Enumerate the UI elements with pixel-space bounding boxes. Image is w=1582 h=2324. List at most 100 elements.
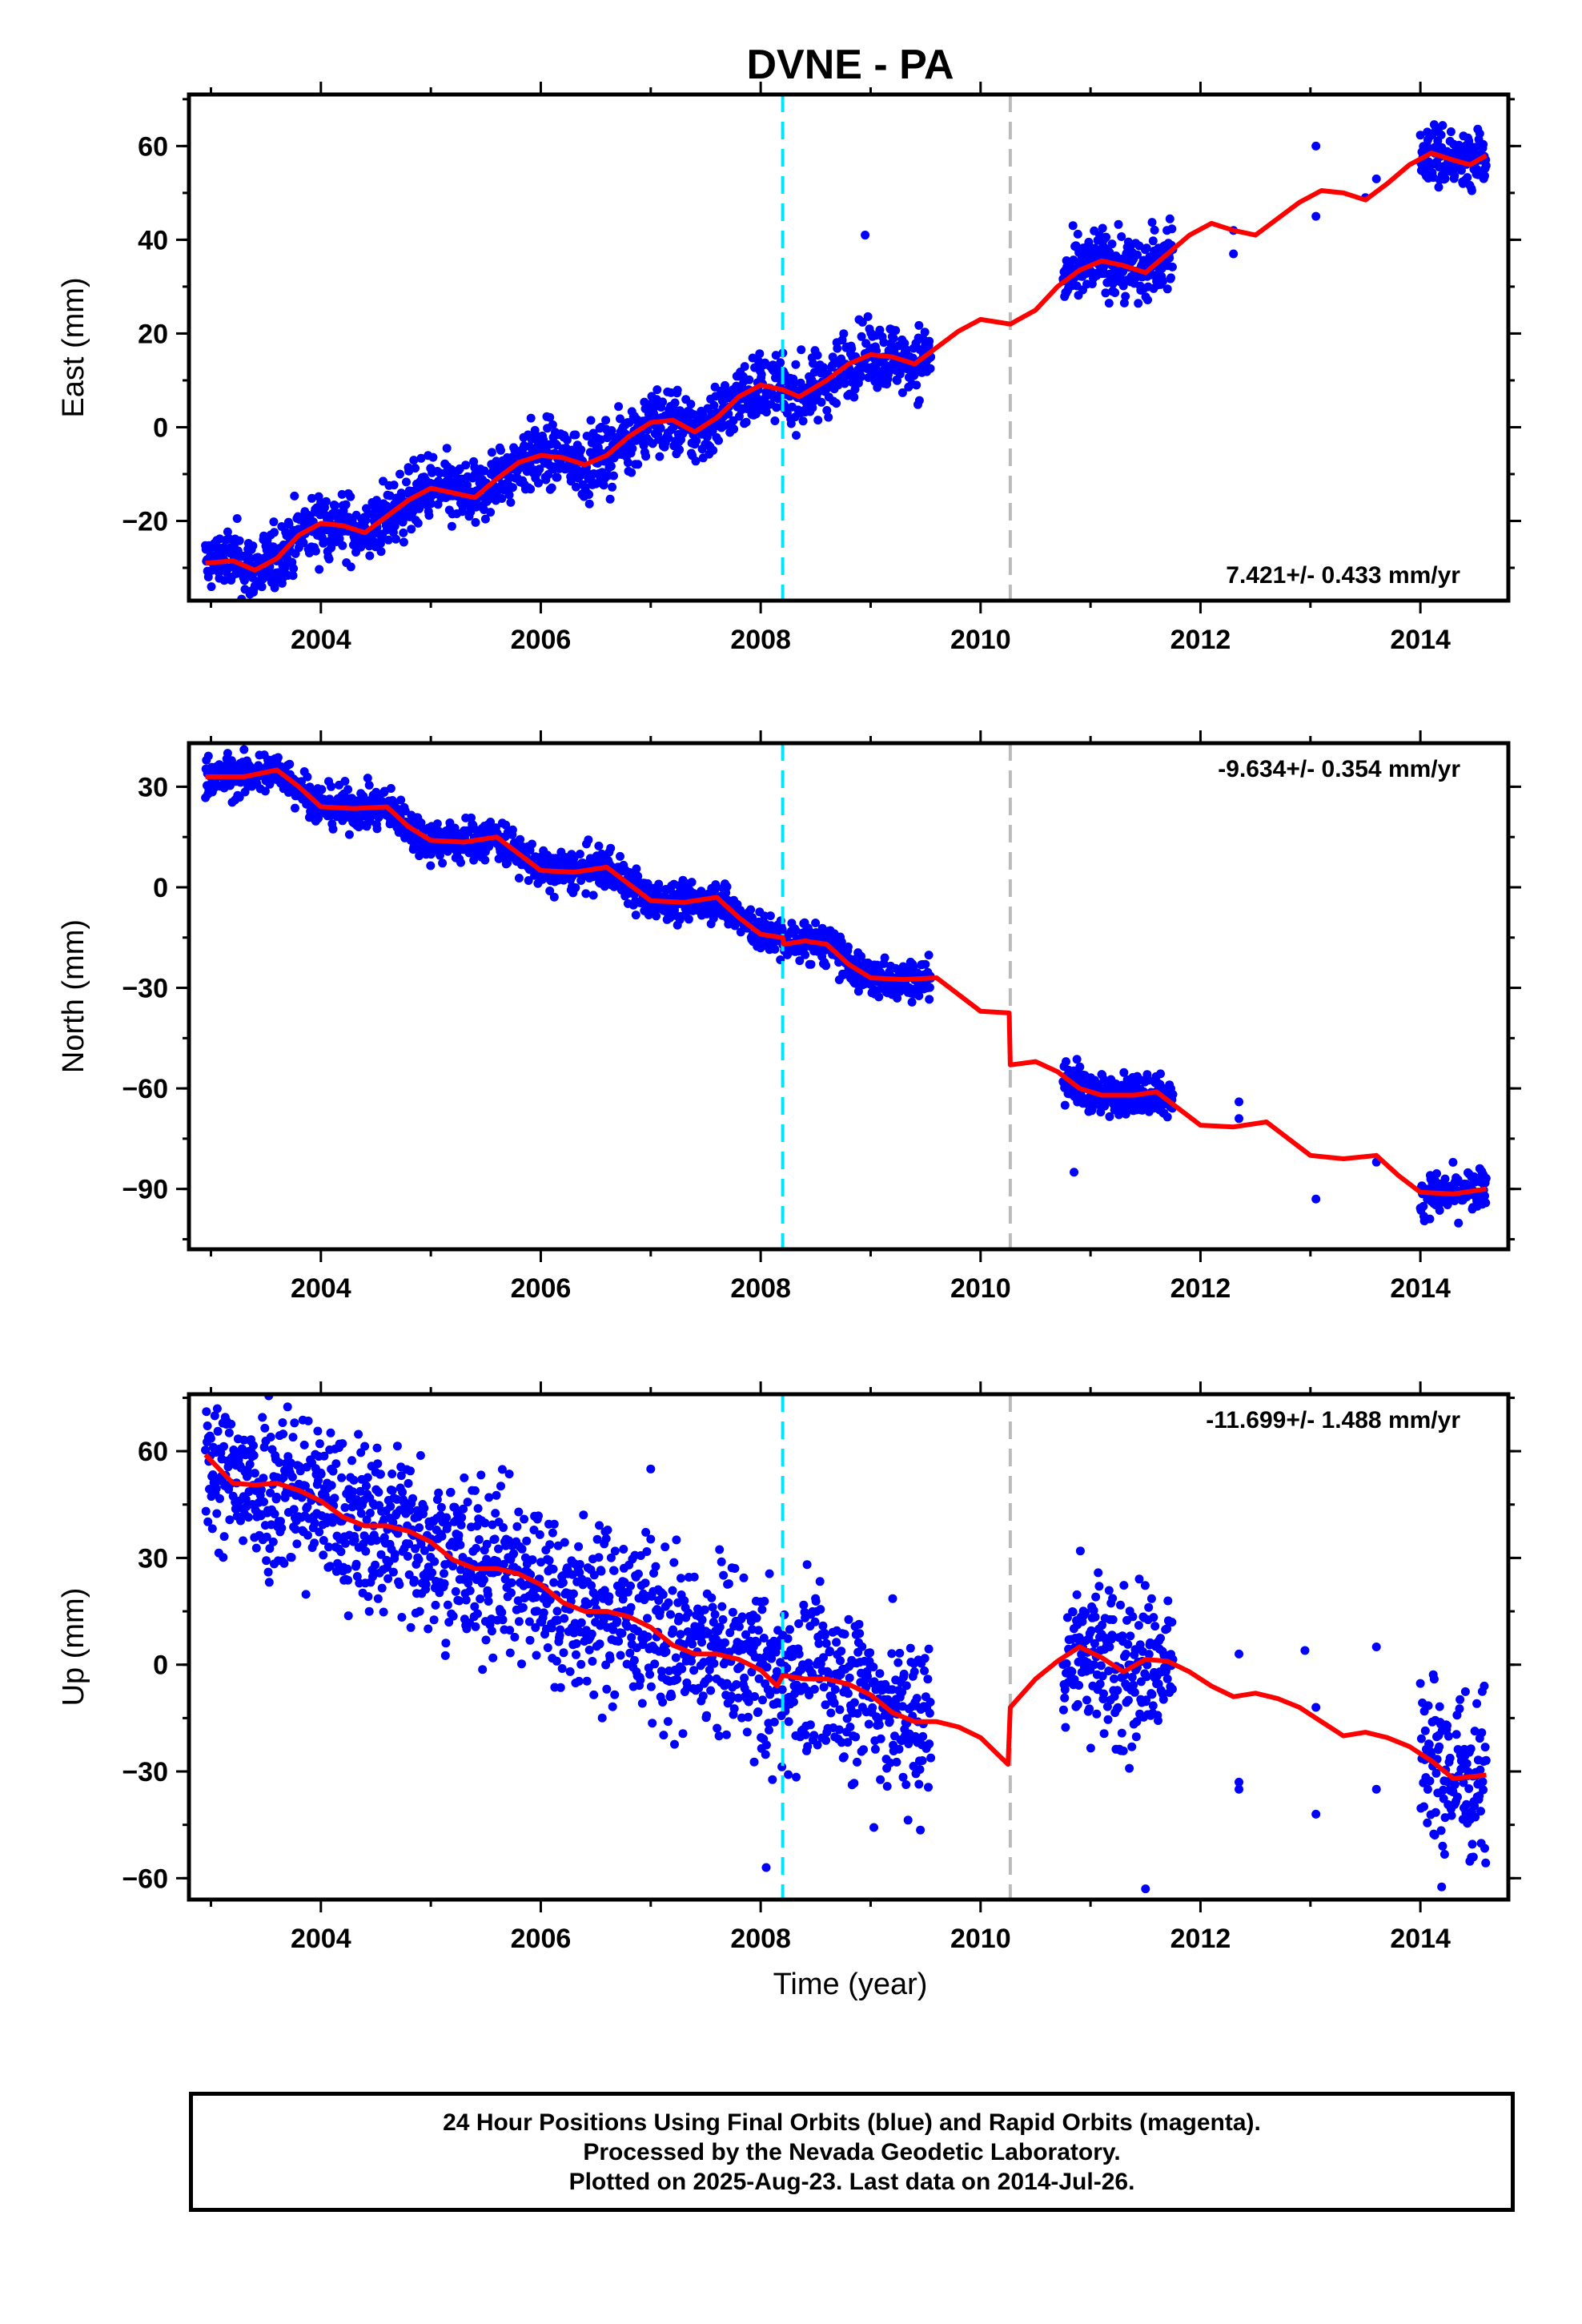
data-point — [1440, 1174, 1450, 1184]
data-point — [821, 961, 831, 971]
data-point — [509, 1549, 519, 1558]
data-point — [721, 1730, 731, 1739]
data-point — [786, 419, 796, 428]
data-point — [623, 458, 632, 468]
data-point — [526, 485, 536, 494]
data-point — [414, 1554, 424, 1564]
data-point — [740, 1673, 749, 1683]
data-point — [336, 1547, 346, 1557]
data-point — [893, 993, 902, 1003]
data-point — [1073, 229, 1082, 239]
data-point — [436, 1502, 446, 1512]
data-point — [411, 1544, 420, 1554]
data-point — [463, 1498, 472, 1507]
data-point — [670, 1739, 679, 1749]
data-point — [507, 1588, 516, 1598]
data-point — [526, 413, 536, 423]
data-point — [260, 1423, 270, 1433]
data-point — [747, 1667, 757, 1677]
data-point — [1107, 239, 1117, 249]
data-point — [547, 483, 556, 493]
data-point — [857, 317, 867, 327]
data-point — [363, 1592, 373, 1602]
data-point — [356, 1448, 366, 1458]
data-point — [616, 1651, 625, 1660]
data-point — [355, 1486, 365, 1496]
data-point — [671, 1653, 681, 1663]
data-point — [454, 1530, 464, 1540]
data-point — [480, 514, 490, 524]
data-point — [603, 1526, 612, 1534]
data-point — [301, 1590, 311, 1599]
data-point — [289, 1505, 299, 1514]
data-point — [397, 1613, 407, 1622]
data-point — [843, 942, 853, 951]
data-point — [605, 494, 615, 504]
data-point — [1481, 1198, 1491, 1208]
data-point — [496, 1482, 505, 1491]
data-point — [562, 435, 572, 444]
data-point — [1166, 273, 1175, 283]
data-point — [1119, 1068, 1129, 1077]
data-point — [874, 992, 884, 1002]
data-point — [676, 1630, 685, 1639]
data-point — [557, 1664, 567, 1673]
data-point — [924, 951, 934, 960]
data-point — [470, 1602, 480, 1611]
data-point — [1102, 232, 1111, 242]
data-point — [522, 1536, 532, 1546]
data-point — [497, 494, 507, 503]
data-point — [349, 1475, 359, 1485]
data-point — [751, 409, 761, 419]
data-point — [260, 786, 270, 796]
data-point — [661, 1542, 670, 1552]
data-point — [617, 1629, 627, 1638]
data-point — [1121, 292, 1130, 301]
data-point — [545, 1540, 555, 1550]
data-point — [421, 1579, 431, 1589]
data-point — [795, 956, 805, 966]
data-point — [1467, 186, 1476, 195]
data-point — [248, 541, 258, 551]
data-point — [406, 1622, 416, 1632]
data-point — [684, 1608, 693, 1618]
y-tick-label: 40 — [138, 225, 168, 255]
data-point — [861, 339, 871, 348]
data-point — [497, 1465, 507, 1474]
data-point — [1143, 296, 1152, 304]
data-point — [279, 1429, 288, 1439]
y-tick-label: 0 — [153, 873, 168, 903]
data-point — [448, 1611, 458, 1621]
data-point — [1446, 127, 1456, 136]
data-point — [1419, 1201, 1428, 1211]
data-point — [689, 1572, 699, 1582]
data-point — [408, 1494, 417, 1503]
data-point — [1415, 131, 1425, 140]
data-point — [713, 1723, 722, 1733]
data-point — [1440, 174, 1450, 183]
y-tick-label: 60 — [138, 131, 168, 162]
data-point — [710, 1610, 720, 1619]
data-point — [594, 841, 604, 850]
data-point — [1114, 219, 1123, 229]
data-point — [669, 1625, 678, 1634]
data-point — [1311, 141, 1321, 151]
data-point — [797, 345, 806, 355]
data-point — [420, 1546, 429, 1555]
data-point — [438, 858, 448, 868]
data-point — [1167, 262, 1177, 271]
x-tick-label: 2010 — [950, 1273, 1011, 1304]
data-point — [472, 1543, 481, 1553]
data-point — [572, 1638, 581, 1648]
data-point — [610, 1690, 620, 1699]
data-point — [545, 887, 555, 895]
data-point — [680, 1596, 689, 1606]
data-point — [1450, 171, 1460, 180]
data-point — [432, 819, 442, 829]
data-point — [508, 483, 517, 493]
data-point — [808, 403, 817, 412]
data-point — [914, 991, 924, 1000]
data-point — [568, 1589, 578, 1598]
data-point — [535, 464, 544, 474]
data-point — [664, 1598, 673, 1607]
